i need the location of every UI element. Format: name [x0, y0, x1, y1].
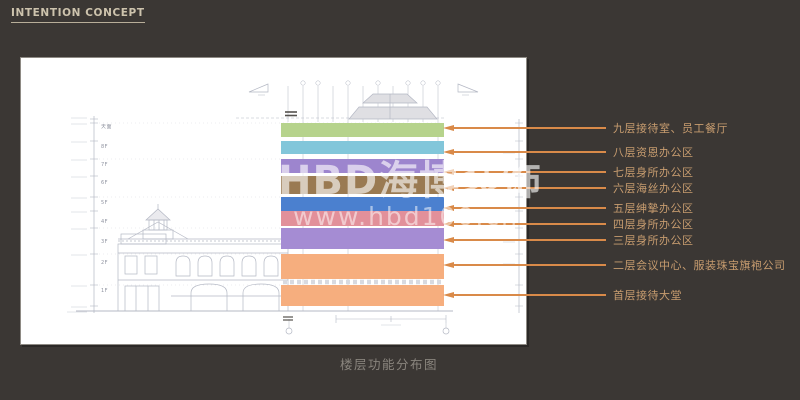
floor-level-mark: 7F	[101, 162, 109, 168]
figure-caption: 楼层功能分布图	[340, 357, 439, 372]
floor-band-6f	[281, 176, 444, 194]
floor-label-text: 四层身所办公区	[613, 218, 694, 231]
floor-level-mark: 4F	[101, 219, 109, 225]
floor-label-text: 五层绅摯办公区	[613, 202, 694, 215]
floor-level-mark: 1F	[101, 288, 109, 294]
floor-level-mark: 6F	[101, 180, 109, 186]
floor-band-8f	[281, 141, 444, 154]
floor-level-mark: 8F	[101, 144, 109, 150]
floor-label-text: 二层会议中心、服装珠宝旗袍公司	[613, 259, 786, 272]
floor-band-7f	[281, 159, 444, 173]
page-title: INTENTION CONCEPT	[11, 7, 145, 23]
floor-level-mark: 3F	[101, 239, 109, 245]
floor-band-2f	[281, 254, 444, 279]
floor-label-text: 三层身所办公区	[613, 234, 694, 247]
floor-label-text: 首层接待大堂	[613, 289, 682, 302]
floor-label-text: 九层接待室、员工餐厅	[613, 122, 728, 135]
floor-level-mark: 2F	[101, 260, 109, 266]
floor-label-text: 八层资恩办公区	[613, 146, 694, 159]
floor-level-mark: 5F	[101, 200, 109, 206]
drawing-panel: 天面 8F 7F 6F 5F 4F 3F 2F 1F	[20, 57, 527, 345]
floor-label-text: 七层身所办公区	[613, 166, 694, 179]
floor-band-5f	[281, 197, 444, 211]
elevation-drawing	[67, 80, 523, 335]
floor-band-1f	[281, 285, 444, 306]
floor-label-text: 六层海丝办公区	[613, 182, 694, 195]
floor-band-3f	[281, 228, 444, 249]
floor-level-mark: 天面	[101, 124, 113, 130]
floor-band-9f	[281, 123, 444, 137]
floor-band-4f	[281, 211, 444, 226]
